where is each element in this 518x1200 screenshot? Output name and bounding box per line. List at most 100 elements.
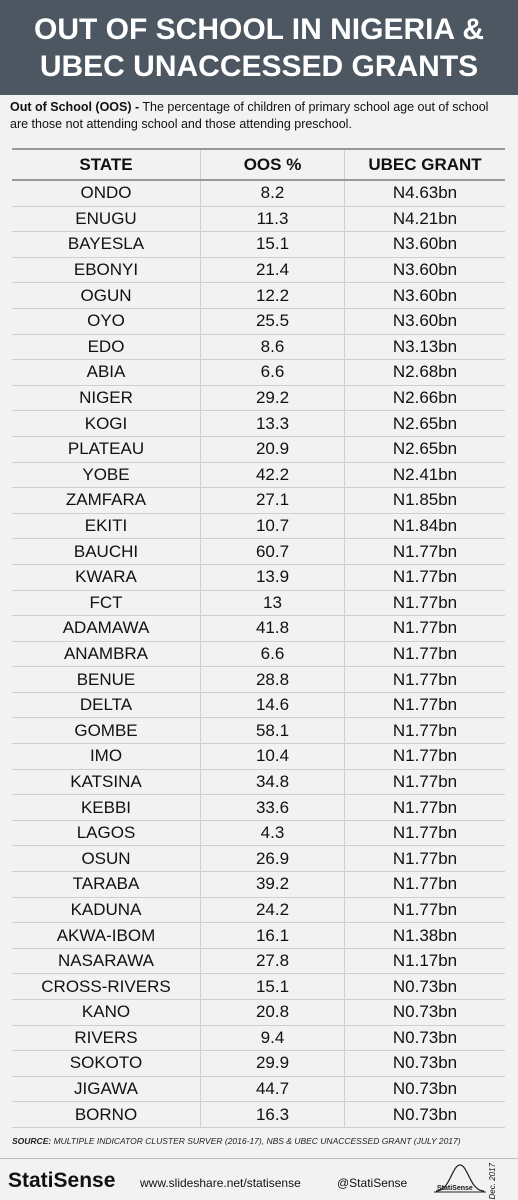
table-cell: KOGI [84,413,128,433]
table-cell: N1.77bn [392,567,458,587]
table-row: LAGOS 4.3 N1.77bn [12,820,505,847]
table-cell: N1.77bn [392,823,458,843]
table-cell: EBONYI [73,260,139,280]
table-row: EBONYI 21.4 N3.60bn [12,257,505,284]
table-cell: OSUN [81,848,131,868]
table-cell: BENUE [76,669,136,689]
table-cell: N3.60bn [392,234,458,254]
table-cell: 44.7 [200,1076,345,1102]
table-cell: N1.77bn [392,771,458,791]
table-cell: N3.60bn [392,311,458,331]
table-cell: N3.60bn [392,260,458,280]
table-cell: N1.77bn [392,746,458,766]
table-cell: 10.7 [200,513,345,539]
table-cell: OYO [87,311,125,331]
table-cell: 41.8 [200,616,345,641]
table-cell: 12.2 [200,283,345,308]
table-row: RIVERS 9.4 N0.73bn [12,1025,505,1052]
table-cell: GOMBE [74,720,138,740]
table-row: YOBE 42.2 N2.41bn [12,462,505,489]
table-row: NIGER 29.2 N2.66bn [12,385,505,412]
column-header: UBEC GRANT [368,154,482,174]
logo-text: StatiSense [437,1185,473,1192]
table-cell: 14.6 [200,692,345,718]
table-cell: N0.73bn [392,1104,458,1124]
table-cell: ONDO [80,183,132,203]
table-cell: 13 [200,590,345,616]
date: Dec. 2017 [488,1163,497,1200]
table-cell: N2.41bn [392,464,458,484]
title-line: UBEC UNACCESSED GRANTS [39,50,479,83]
table-row: NASARAWA 27.8 N1.17bn [12,948,505,975]
table-cell: 8.2 [200,181,345,206]
table-row: FCT 13 N1.77bn [12,590,505,617]
table-cell: 58.1 [200,718,345,744]
title-banner: OUT OF SCHOOL IN NIGERIA & UBEC UNACCESS… [0,0,518,95]
table-row: KWARA 13.9 N1.77bn [12,564,505,591]
table-cell: 6.6 [200,641,345,667]
table-cell: EDO [87,336,125,356]
column-header: STATE [79,154,133,174]
table-cell: SOKOTO [69,1053,143,1073]
table-row: AKWA-IBOM 16.1 N1.38bn [12,923,505,949]
table-cell: NASARAWA [57,951,155,971]
table-row: BAUCHI 60.7 N1.77bn [12,539,505,565]
table-row: EKITI 10.7 N1.84bn [12,513,505,540]
table-cell: BAYESLA [67,234,145,254]
definition-term: Out of School (OOS) - [10,100,140,114]
table-cell: KANO [81,1002,131,1022]
table-cell: 13.3 [200,411,345,436]
table-cell: N1.77bn [392,695,458,715]
table-cell: OGUN [80,285,132,305]
table-cell: 13.9 [200,564,345,590]
table-row: KOGI 13.3 N2.65bn [12,411,505,437]
table-cell: 10.4 [200,744,345,769]
table-cell: 11.3 [200,206,345,232]
table-row: OYO 25.5 N3.60bn [12,308,505,335]
table-cell: RIVERS [74,1027,138,1047]
table-cell: ADAMAWA [62,618,150,638]
table-cell: N2.66bn [392,388,458,408]
table-cell: KATSINA [70,771,142,791]
table-row: KANO 20.8 N0.73bn [12,1000,505,1026]
table-row: ANAMBRA 6.6 N1.77bn [12,641,505,668]
table-row: ABIA 6.6 N2.68bn [12,360,505,386]
table-cell: 9.4 [200,1025,345,1051]
table-cell: N2.68bn [392,362,458,382]
table-row: PLATEAU 20.9 N2.65bn [12,436,505,463]
table-cell: 29.2 [200,385,345,411]
table-cell: 6.6 [200,360,345,385]
table-cell: N1.77bn [392,899,458,919]
table-cell: N2.65bn [392,439,458,459]
table-cell: N4.21bn [392,208,458,228]
table-cell: IMO [89,746,123,766]
definition-text: The percentage of children of primary sc… [10,100,489,131]
table-cell: NIGER [79,388,133,408]
table: STATE OOS % UBEC GRANT ONDO 8.2 N4.63bn ENU… [12,148,505,1128]
table-row: BORNO 16.3 N0.73bn [12,1102,505,1128]
table-cell: FCT [89,592,123,612]
table-cell: 15.1 [200,974,345,999]
table-cell: N1.85bn [392,490,458,510]
table-row: ENUGU 11.3 N4.21bn [12,206,505,233]
table-cell: ZAMFARA [65,490,147,510]
table-cell: KADUNA [70,899,142,919]
table-row: TARABA 39.2 N1.77bn [12,872,505,898]
table-cell: 39.2 [200,872,345,897]
table-cell: 24.2 [200,897,345,923]
source: SOURCE: MULTIPLE INDICATOR CLUSTER SURVE… [12,1136,461,1146]
table-cell: N1.84bn [392,516,458,536]
table-cell: ENUGU [75,208,137,228]
logo-curve [434,1164,486,1193]
table-row: BENUE 28.8 N1.77bn [12,667,505,693]
source-text: MULTIPLE INDICATOR CLUSTER SURVER (2016-… [53,1136,461,1146]
brand: StatiSense [8,1169,116,1192]
table-cell: 26.9 [200,846,345,872]
table-cell: 8.6 [200,334,345,360]
table-cell: N1.77bn [392,797,458,817]
table-cell: 21.4 [200,257,345,283]
table-cell: 60.7 [200,539,345,564]
handle: @StatiSense [337,1176,408,1190]
table-cell: N1.77bn [392,592,458,612]
table-cell: JIGAWA [74,1079,138,1099]
